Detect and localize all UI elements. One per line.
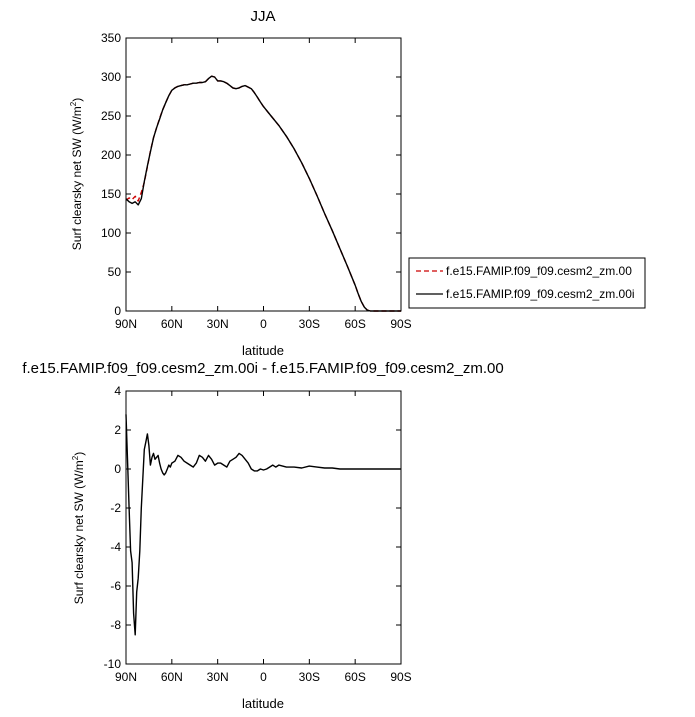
y-tick-label: 250 [101,109,121,123]
x-tick-label: 30N [207,317,229,331]
x-tick-label: 90S [390,670,411,684]
y-axis-label-sup: 2 [69,101,78,106]
y-axis-label: Surf clearsky net SW (W/m2) [69,98,84,250]
chart-bottom: f.e15.FAMIP.f09_f09.cesm2_zm.00i - f.e15… [22,360,503,711]
y-tick-label: -10 [104,657,122,671]
svg-text:Surf clearsky net SW (W/m2): Surf clearsky net SW (W/m2) [69,98,84,250]
plot-frame [125,390,402,665]
y-tick-label: 50 [108,265,122,279]
y-tick-label: 0 [114,304,121,318]
x-tick-label: 60S [344,317,365,331]
y-tick-label: 0 [114,462,121,476]
x-tick-label: 0 [260,670,267,684]
y-axis-label-close: ) [72,452,86,456]
svg-text:Surf clearsky net SW (W/m2): Surf clearsky net SW (W/m2) [71,452,86,604]
x-axis-label: latitude [242,696,284,711]
y-tick-label: 150 [101,187,121,201]
chart-title: f.e15.FAMIP.f09_f09.cesm2_zm.00i - f.e15… [22,360,503,377]
plot-frame [125,37,402,312]
x-axis-label: latitude [242,343,284,358]
x-tick-label: 30S [299,317,320,331]
x-tick-label: 30S [299,670,320,684]
y-tick-label: -6 [110,579,121,593]
y-tick-label: 300 [101,70,121,84]
y-axis-label-close: ) [70,98,84,102]
x-tick-label: 90N [115,670,137,684]
y-tick-label: 4 [114,384,121,398]
x-tick-label: 60N [161,317,183,331]
x-tick-label: 60N [161,670,183,684]
chart-title: JJA [250,8,275,25]
x-tick-label: 90S [390,317,411,331]
x-tick-label: 0 [260,317,267,331]
x-tick-label: 90N [115,317,137,331]
x-tick-label: 60S [344,670,365,684]
y-axis-label-text: Surf clearsky net SW (W/m [70,106,84,250]
y-tick-label: 100 [101,226,121,240]
y-tick-label: -2 [110,501,121,515]
legend-box [408,257,646,309]
y-tick-label: 200 [101,148,121,162]
y-tick-label: 2 [114,423,121,437]
y-axis-label: Surf clearsky net SW (W/m2) [71,452,86,604]
legend-label-series-1: f.e15.FAMIP.f09_f09.cesm2_zm.00 [446,264,632,278]
y-tick-label: 350 [101,31,121,45]
x-tick-label: 30N [207,670,229,684]
series-line-1 [125,414,401,636]
series-line-1 [125,75,401,312]
y-tick-label: -4 [110,540,121,554]
chart-top: JJA Surf clearsky net SW (W/m2) 0 50 100 15… [69,8,646,358]
legend-label-series-2: f.e15.FAMIP.f09_f09.cesm2_zm.00i [446,287,635,301]
series-line-2 [125,75,401,312]
y-tick-label: -8 [110,618,121,632]
legend: f.e15.FAMIP.f09_f09.cesm2_zm.00 f.e15.FA… [408,257,646,309]
y-axis-label-text: Surf clearsky net SW (W/m [72,460,86,604]
y-axis-label-sup: 2 [71,455,80,460]
